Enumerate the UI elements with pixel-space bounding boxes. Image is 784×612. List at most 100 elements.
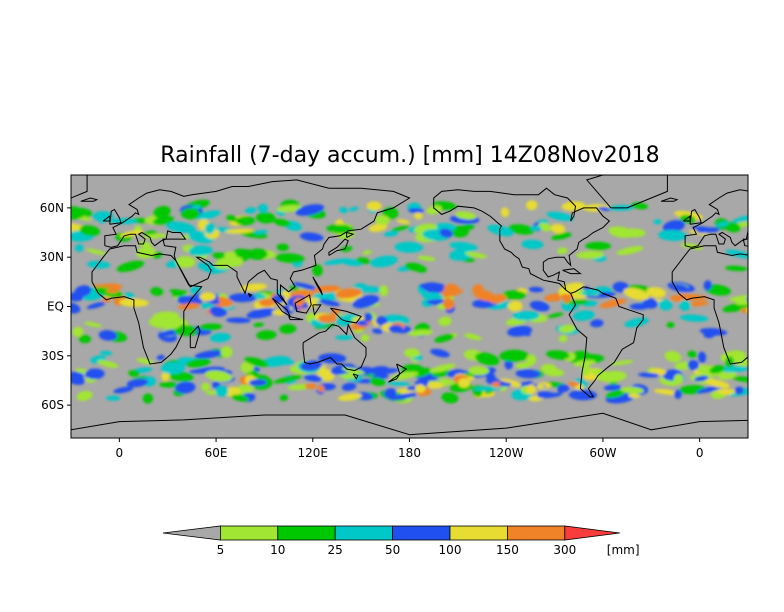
rainfall-patch: [628, 393, 641, 399]
rainfall-patch: [438, 288, 463, 298]
rainfall-patch: [99, 350, 113, 356]
rainfall-patch: [687, 359, 699, 371]
rainfall-patch: [105, 395, 121, 401]
coastline: [109, 208, 122, 225]
rainfall-patch: [449, 241, 478, 251]
rainfall-patch: [109, 218, 138, 225]
colorbar-bin: [392, 525, 451, 541]
rainfall-patch: [696, 227, 721, 234]
coastlines: [71, 175, 748, 436]
rainfall-patch: [666, 321, 675, 329]
rainfall-patch: [396, 219, 410, 224]
rainfall-patch: [439, 228, 453, 238]
rainfall-patch: [388, 393, 418, 401]
colorbar-label: 150: [496, 543, 519, 557]
coastline: [247, 292, 253, 298]
x-tick-label: 180: [398, 446, 421, 460]
rainfall-patch: [653, 219, 662, 225]
rainfall-patch: [234, 248, 261, 259]
rainfall-patch-heavy: [318, 314, 335, 323]
rainfall-patch: [257, 203, 269, 213]
rainfall-patch-heavy: [415, 384, 426, 393]
coastline: [189, 325, 201, 349]
rainfall-patch: [273, 218, 291, 227]
rainfall-patch: [716, 221, 730, 227]
coastline: [328, 238, 349, 256]
rainfall-patch: [169, 371, 194, 382]
rainfall-patch: [92, 211, 114, 222]
rainfall-patch: [557, 351, 570, 359]
rainfall-patch: [729, 294, 748, 302]
map-title: Rainfall (7-day accum.) [mm] 14Z08Nov201…: [160, 143, 659, 168]
rainfall-field: [71, 199, 765, 404]
coastline: [346, 231, 355, 238]
rainfall-patch: [489, 294, 507, 304]
rainfall-patch: [561, 201, 586, 211]
coastline: [352, 373, 359, 380]
rainfall-patch: [391, 225, 410, 232]
rainfall-patch: [734, 386, 744, 395]
rainfall-patch-heavy: [740, 307, 748, 314]
coastline: [409, 412, 748, 436]
rainfall-patch-heavy: [752, 296, 765, 301]
rainfall-patch-heavy: [249, 379, 267, 386]
rainfall-patch: [87, 260, 111, 269]
rainfall-patch: [156, 354, 165, 361]
rainfall-patch: [722, 302, 748, 313]
coastline: [302, 322, 367, 372]
rainfall-patch: [199, 323, 223, 331]
rainfall-patch: [326, 224, 354, 234]
rainfall-patch: [434, 222, 456, 232]
rainfall-patch: [246, 307, 277, 319]
coastline: [294, 294, 312, 314]
rainfall-patch: [732, 214, 748, 223]
rainfall-patch: [679, 299, 691, 311]
rainfall-patch-heavy: [427, 381, 444, 389]
rainfall-patch: [610, 360, 634, 366]
colorbar-low-arrow: [162, 525, 221, 541]
rainfall-patch: [621, 228, 646, 238]
x-tick-label: 60W: [589, 446, 616, 460]
rainfall-patch: [473, 386, 503, 391]
rainfall-patch: [499, 378, 522, 388]
rainfall-patch: [360, 334, 370, 342]
rainfall-patch: [253, 229, 268, 235]
coastline: [71, 414, 410, 436]
rainfall-patch: [673, 389, 682, 399]
rainfall-patch: [687, 350, 697, 358]
rainfall-patch: [394, 241, 424, 253]
rainfall-patch: [259, 212, 269, 220]
rainfall-patch: [464, 333, 482, 341]
rainfall-patch: [78, 334, 91, 344]
rainfall-patch-heavy: [557, 384, 566, 394]
rainfall-patch: [679, 314, 709, 322]
colorbar-bin: [219, 525, 279, 541]
rainfall-patch: [97, 359, 119, 369]
rainfall-patch: [468, 366, 490, 376]
rainfall-patch: [371, 368, 399, 375]
rainfall-patch: [605, 389, 626, 399]
rainfall-patch: [209, 332, 231, 343]
rainfall-patch: [339, 206, 348, 214]
rainfall-patch: [299, 232, 324, 242]
rainfall-patch: [408, 329, 434, 337]
rainfall-patch: [526, 354, 537, 366]
rainfall-patch: [599, 298, 627, 309]
rainfall-patch: [658, 299, 673, 311]
rainfall-patch: [215, 385, 229, 397]
rainfall-patch: [694, 375, 709, 382]
colorbar-label: 300: [553, 543, 576, 557]
rainfall-patch: [306, 300, 317, 308]
rainfall-patch: [362, 250, 372, 255]
rainfall-patch: [292, 282, 320, 291]
rainfall-patch: [383, 231, 399, 237]
rainfall-patch: [387, 381, 411, 386]
rainfall-patch: [404, 348, 420, 358]
rainfall-patch: [458, 224, 475, 232]
rainfall-patch: [529, 300, 550, 312]
rainfall-patch: [276, 243, 289, 252]
rainfall-patch: [421, 292, 444, 300]
rainfall-patch: [175, 256, 196, 268]
coastline: [660, 197, 679, 202]
